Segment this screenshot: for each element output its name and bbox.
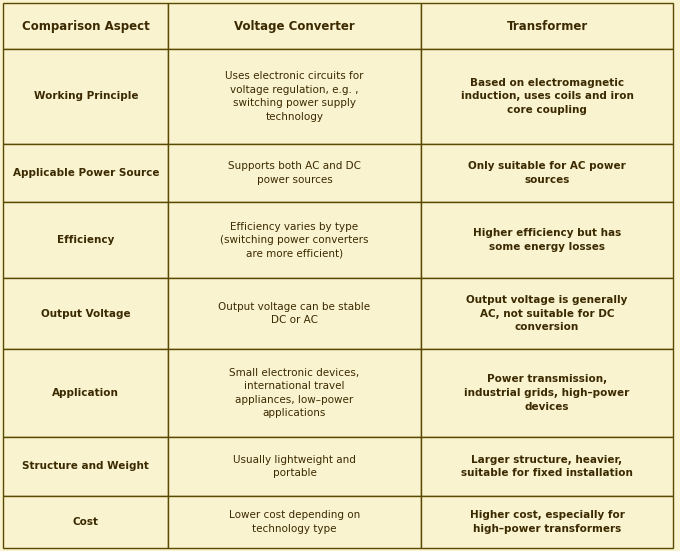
Bar bbox=[169, 349, 421, 437]
Text: Cost: Cost bbox=[73, 517, 99, 527]
Text: Output voltage is generally
AC, not suitable for DC
conversion: Output voltage is generally AC, not suit… bbox=[466, 295, 628, 332]
Bar bbox=[421, 278, 673, 349]
Text: Structure and Weight: Structure and Weight bbox=[22, 462, 150, 472]
Text: Supports both AC and DC
power sources: Supports both AC and DC power sources bbox=[228, 161, 361, 185]
Text: Power transmission,
industrial grids, high–power
devices: Power transmission, industrial grids, hi… bbox=[464, 375, 630, 412]
Text: Applicable Power Source: Applicable Power Source bbox=[13, 168, 159, 178]
Bar bbox=[169, 49, 421, 144]
Bar bbox=[169, 278, 421, 349]
Bar bbox=[3, 349, 169, 437]
Bar bbox=[421, 144, 673, 202]
Text: Higher cost, especially for
high–power transformers: Higher cost, especially for high–power t… bbox=[470, 510, 624, 534]
Text: Efficiency varies by type
(switching power converters
are more efficient): Efficiency varies by type (switching pow… bbox=[220, 222, 369, 259]
Text: Higher efficiency but has
some energy losses: Higher efficiency but has some energy lo… bbox=[473, 229, 621, 252]
Text: Output voltage can be stable
DC or AC: Output voltage can be stable DC or AC bbox=[218, 302, 371, 326]
Text: Output Voltage: Output Voltage bbox=[41, 309, 131, 318]
Text: Based on electromagnetic
induction, uses coils and iron
core coupling: Based on electromagnetic induction, uses… bbox=[460, 78, 634, 115]
Text: Transformer: Transformer bbox=[507, 19, 588, 33]
Text: Lower cost depending on
technology type: Lower cost depending on technology type bbox=[229, 510, 360, 534]
Bar bbox=[3, 49, 169, 144]
Text: Uses electronic circuits for
voltage regulation, e.g. ,
switching power supply
t: Uses electronic circuits for voltage reg… bbox=[225, 71, 364, 122]
Bar bbox=[169, 496, 421, 548]
Text: Usually lightweight and
portable: Usually lightweight and portable bbox=[233, 455, 356, 478]
Bar bbox=[3, 496, 169, 548]
Text: Small electronic devices,
international travel
appliances, low–power
application: Small electronic devices, international … bbox=[229, 368, 360, 418]
Bar bbox=[169, 437, 421, 496]
Bar bbox=[421, 49, 673, 144]
Text: Larger structure, heavier,
suitable for fixed installation: Larger structure, heavier, suitable for … bbox=[461, 455, 633, 478]
Text: Voltage Converter: Voltage Converter bbox=[234, 19, 355, 33]
Bar bbox=[169, 144, 421, 202]
Bar bbox=[3, 278, 169, 349]
Bar bbox=[169, 3, 421, 49]
Bar bbox=[3, 437, 169, 496]
Bar bbox=[3, 144, 169, 202]
Text: Working Principle: Working Principle bbox=[33, 91, 138, 101]
Bar bbox=[169, 202, 421, 278]
Text: Efficiency: Efficiency bbox=[57, 235, 114, 245]
Text: Application: Application bbox=[52, 388, 119, 398]
Bar bbox=[421, 3, 673, 49]
Bar bbox=[421, 496, 673, 548]
Bar bbox=[421, 202, 673, 278]
Text: Comparison Aspect: Comparison Aspect bbox=[22, 19, 150, 33]
Text: Only suitable for AC power
sources: Only suitable for AC power sources bbox=[468, 161, 626, 185]
Bar bbox=[421, 349, 673, 437]
Bar bbox=[421, 437, 673, 496]
Bar bbox=[3, 3, 169, 49]
Bar bbox=[3, 202, 169, 278]
